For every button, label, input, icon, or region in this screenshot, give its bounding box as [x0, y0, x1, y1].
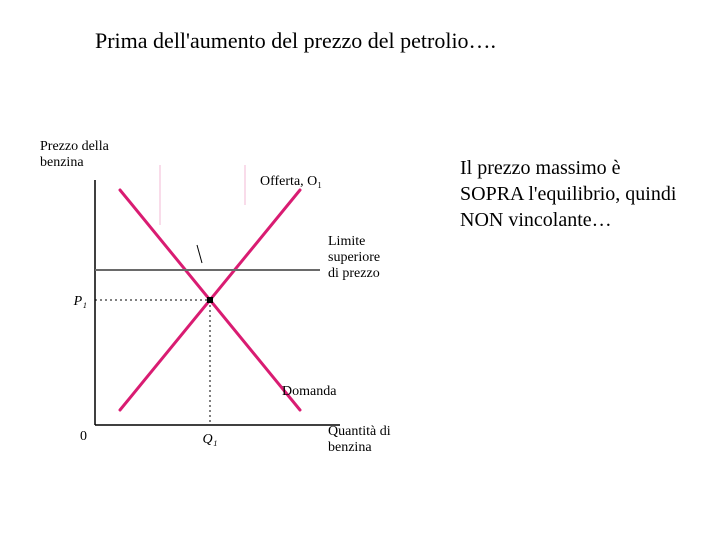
supply-label: Offerta, O₁	[260, 174, 322, 189]
equilibrium-point	[207, 297, 213, 303]
origin-label: 0	[80, 429, 87, 444]
annotation-text: Il prezzo massimo è SOPRA l'equilibrio, …	[460, 155, 680, 233]
supply-demand-chart: Prezzo della benzina Quantità di benzina…	[40, 135, 410, 465]
demand-label: Domanda	[282, 384, 337, 399]
y-axis-label: Prezzo della benzina	[40, 139, 112, 170]
slide-title: Prima dell'aumento del prezzo del petrol…	[95, 28, 496, 54]
tick-marker	[197, 245, 202, 263]
p-tick-label: P₁	[73, 294, 87, 309]
ceiling-label: Limite superiore di prezzo	[328, 234, 384, 281]
x-axis-label: Quantità di benzina	[328, 424, 394, 455]
chart-svg: Prezzo della benzina Quantità di benzina…	[40, 135, 410, 465]
q-tick-label: Q₁	[203, 432, 218, 447]
